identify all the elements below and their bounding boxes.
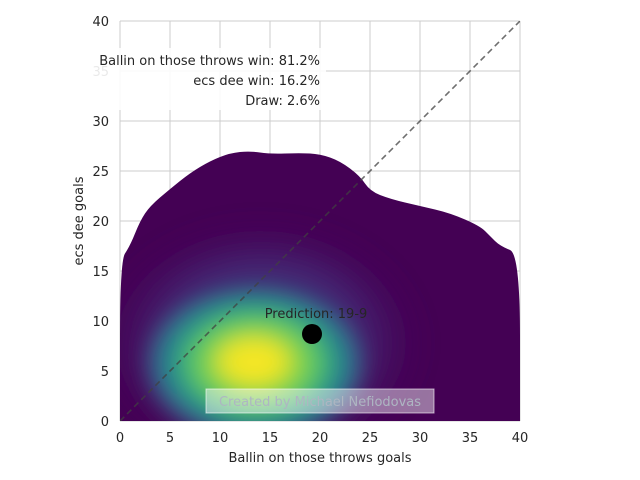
outcome-annotations: Ballin on those throws win: 81.2% ecs de… — [80, 48, 326, 110]
diagonal-dashed-line — [120, 21, 520, 421]
watermark-box — [205, 388, 435, 414]
y-tick-label: 30 — [92, 115, 109, 130]
x-tick-label: 0 — [116, 431, 124, 446]
annotation-home-win: Ballin on those throws win: 81.2% — [99, 54, 320, 69]
x-tick-labels: 0 5 10 15 20 25 30 35 40 — [116, 431, 528, 446]
annotation-away-win: ecs dee win: 16.2% — [193, 74, 320, 89]
x-tick-label: 20 — [312, 431, 329, 446]
y-axis-label: ecs dee goals — [72, 176, 87, 265]
density-glow — [120, 213, 431, 421]
x-axis-label: Ballin on those throws goals — [228, 451, 411, 466]
y-tick-label: 25 — [92, 165, 109, 180]
y-tick-label: 10 — [92, 315, 109, 330]
watermark: Created by Michael Nefiodovas — [205, 388, 435, 414]
x-tick-label: 5 — [166, 431, 174, 446]
x-tick-label: 35 — [462, 431, 479, 446]
prediction-point — [302, 324, 322, 344]
prediction-label: Prediction: 19-9 — [265, 307, 368, 322]
y-tick-label: 20 — [92, 215, 109, 230]
annotation-background — [80, 48, 326, 110]
diagonal-line — [120, 21, 520, 421]
watermark-text: Created by Michael Nefiodovas — [219, 395, 421, 410]
y-tick-label: 5 — [101, 365, 109, 380]
annotation-draw: Draw: 2.6% — [245, 94, 320, 109]
y-tick-label: 15 — [92, 265, 109, 280]
y-tick-label: 40 — [92, 15, 109, 30]
x-tick-label: 10 — [212, 431, 229, 446]
density-core — [217, 337, 289, 385]
x-tick-label: 40 — [512, 431, 529, 446]
x-tick-label: 25 — [362, 431, 379, 446]
prediction-marker: Prediction: 19-9 — [265, 307, 368, 344]
x-tick-label: 30 — [412, 431, 429, 446]
x-tick-label: 15 — [262, 431, 279, 446]
y-tick-label: 0 — [101, 415, 109, 430]
